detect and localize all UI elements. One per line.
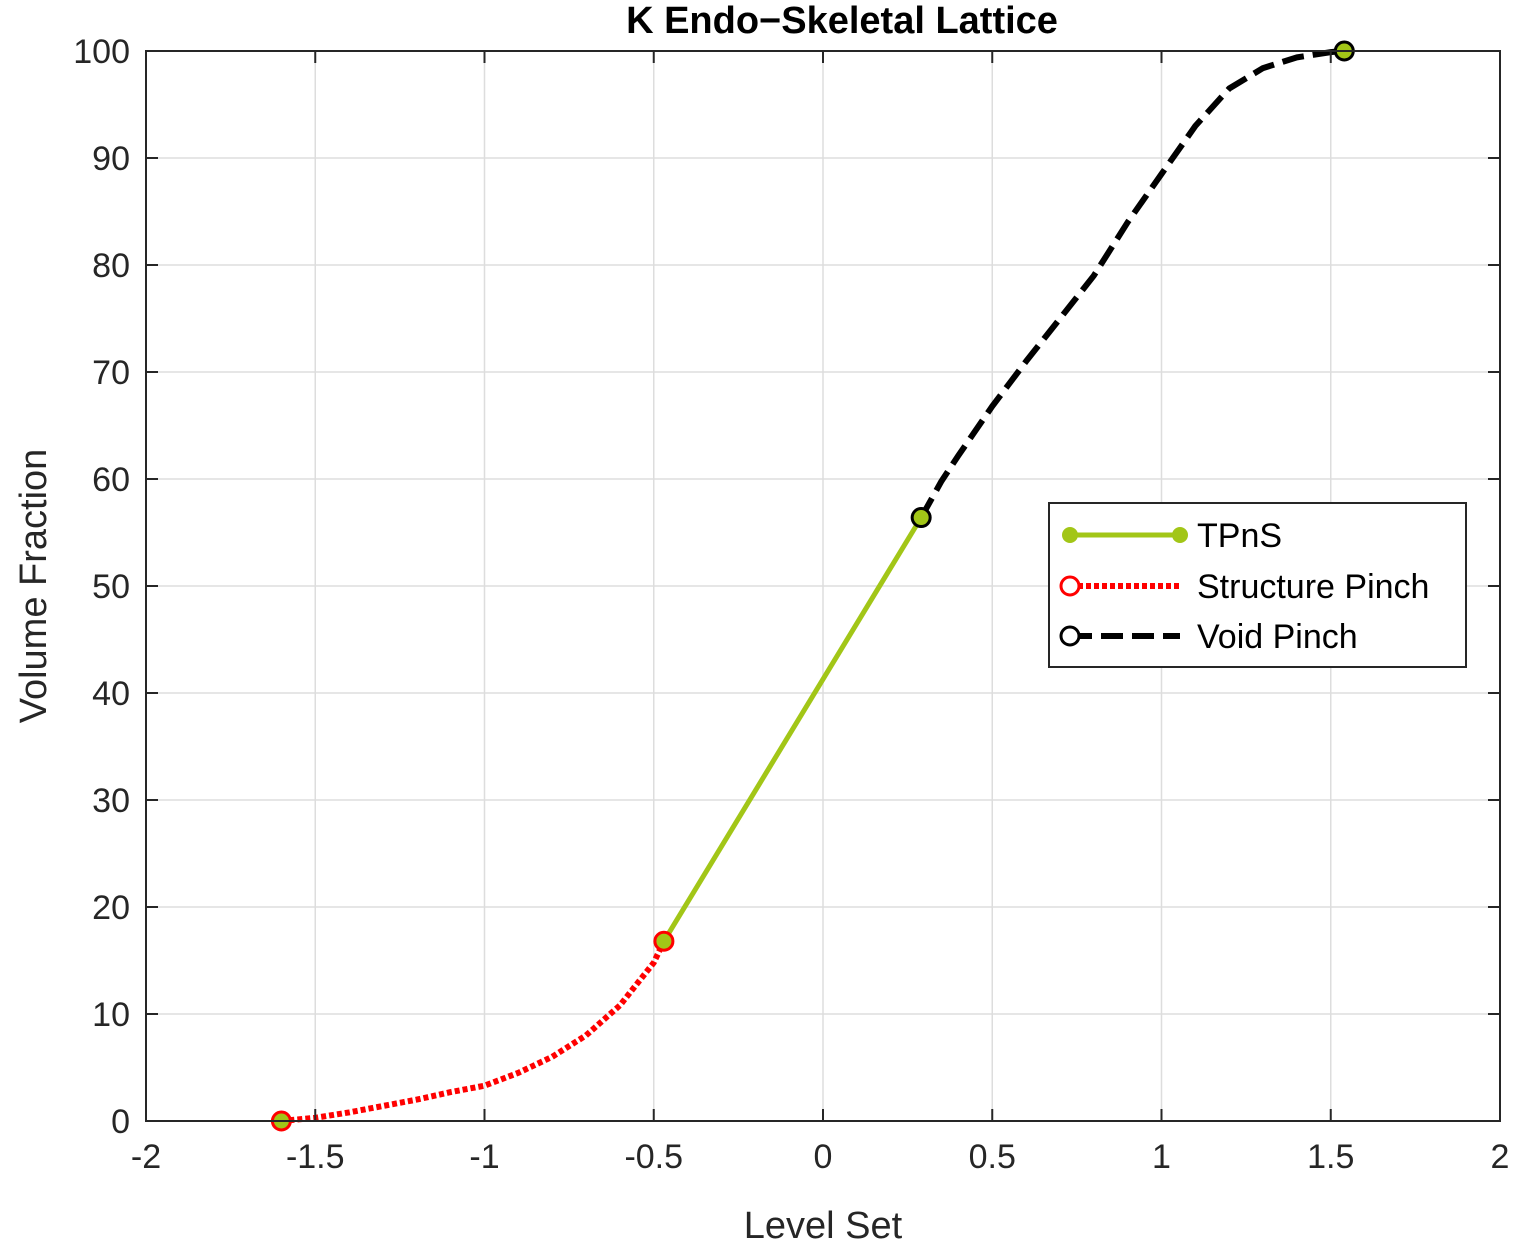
legend: TPnS Structure Pinch Void Pinch (1048, 502, 1467, 668)
y-tick-label: 30 (92, 782, 130, 820)
y-tick-label: 60 (92, 461, 130, 499)
legend-items: TPnS Structure Pinch Void Pinch (1059, 517, 1429, 656)
series-line-tpns (661, 516, 924, 943)
legend-label-tpns: TPnS (1197, 517, 1282, 555)
x-tick-label: -1.5 (286, 1138, 345, 1176)
x-tick-label: 1 (1152, 1138, 1171, 1176)
series-line-void-pinch (918, 48, 1345, 519)
tick-labels: -2 -1.5 -1 -0.5 0 0.5 1 1.5 20102030405060708090… (73, 33, 1509, 1176)
legend-marker-tpns (1062, 527, 1078, 543)
x-axis-label: Level Set (744, 1205, 903, 1244)
legend-label-void-pinch: Void Pinch (1197, 618, 1358, 656)
series-line-structure-pinch (281, 939, 667, 1124)
x-tick-label: -1 (469, 1138, 499, 1176)
y-tick-label: 50 (92, 568, 130, 606)
x-tick-label: 2 (1491, 1138, 1510, 1176)
legend-marker-structure-pinch (1059, 575, 1081, 597)
x-tick-label: -2 (131, 1138, 161, 1176)
y-tick-label: 40 (92, 675, 130, 713)
y-tick-label: 0 (111, 1103, 130, 1141)
y-tick-label: 100 (73, 33, 130, 71)
data-point-structure-pinch (653, 930, 675, 952)
y-axis-label: Volume Fraction (13, 449, 55, 724)
y-tick-label: 80 (92, 247, 130, 285)
axes (145, 50, 1501, 1122)
legend-marker-tpns (1172, 527, 1188, 543)
x-tick-label: 0.5 (969, 1138, 1016, 1176)
x-tick-label: 0 (814, 1138, 833, 1176)
x-tick-label: -0.5 (624, 1138, 683, 1176)
y-tick-label: 20 (92, 889, 130, 927)
legend-marker-void-pinch (1059, 625, 1081, 647)
series-layer (270, 40, 1355, 1132)
x-tick-label: 1.5 (1307, 1138, 1354, 1176)
chart-title: K Endo−Skeletal Lattice (626, 0, 1058, 42)
y-tick-label: 90 (92, 140, 130, 178)
legend-label-structure-pinch: Structure Pinch (1197, 568, 1429, 606)
y-tick-label: 70 (92, 354, 130, 392)
data-point-void-pinch (910, 507, 932, 529)
y-tick-label: 10 (92, 996, 130, 1034)
